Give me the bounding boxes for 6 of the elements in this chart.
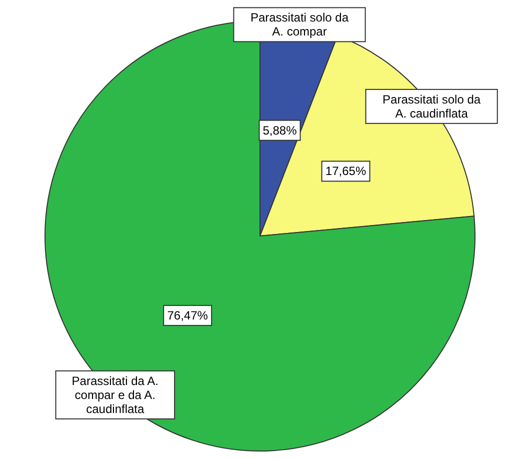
slice-label: Parassitati solo da A. caudinflata	[382, 92, 481, 120]
data-label: 5,88%	[262, 123, 298, 138]
slice-label: Parassitati da A. compar e da A. caudinflata	[72, 374, 159, 416]
slice-label: Parassitati solo da A. compar	[250, 10, 349, 39]
data-label: 76,47%	[167, 308, 208, 322]
data-label: 17,65%	[325, 164, 366, 178]
